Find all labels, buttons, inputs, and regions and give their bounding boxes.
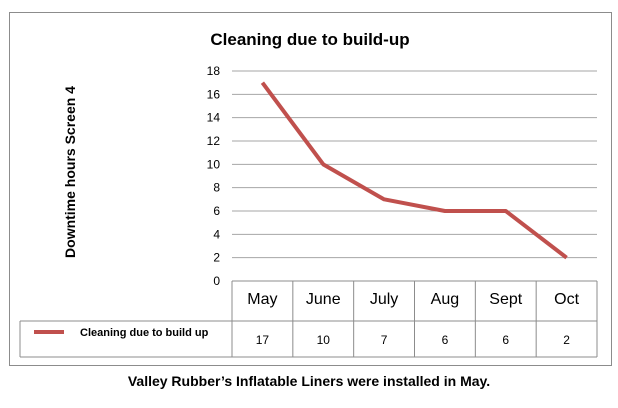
legend-label: Cleaning due to build up [80,327,209,339]
y-tick-label: 0 [213,274,220,288]
y-tick-label: 16 [207,87,221,101]
chart-frame [9,12,612,366]
y-tick-label: 4 [213,227,220,241]
y-tick-label: 12 [207,134,221,148]
chart-title: Cleaning due to build-up [210,30,409,49]
y-axis-label: Downtime hours Screen 4 [62,86,78,258]
x-category-label: June [306,291,341,308]
y-tick-label: 2 [213,251,220,265]
data-label: 6 [442,333,449,347]
x-category-label: May [247,291,277,308]
data-table: May June July Aug Sept Oct 17 10 7 6 6 2 [19,280,598,358]
y-tick-label: 10 [207,157,221,171]
y-tick-label: 8 [213,181,220,195]
x-category-label: Aug [431,291,459,308]
x-category-label: July [370,291,398,308]
data-label: 6 [502,333,509,347]
y-tick-label: 6 [213,204,220,218]
x-category-label: Sept [489,291,522,308]
gridlines [232,70,597,259]
y-tick-label: 14 [207,111,221,125]
series-line [260,81,568,260]
series-lines [260,81,568,260]
caption: Valley Rubber’s Inflatable Liners were i… [127,373,491,389]
data-label: 10 [317,333,331,347]
y-axis-ticks: 0 2 4 6 8 10 12 14 16 18 [207,64,221,288]
data-label: 7 [381,333,388,347]
y-tick-label: 18 [207,64,221,78]
data-label: 2 [563,333,570,347]
x-category-label: Oct [554,291,579,308]
data-label: 17 [256,333,270,347]
legend: Cleaning due to build up [34,327,209,339]
